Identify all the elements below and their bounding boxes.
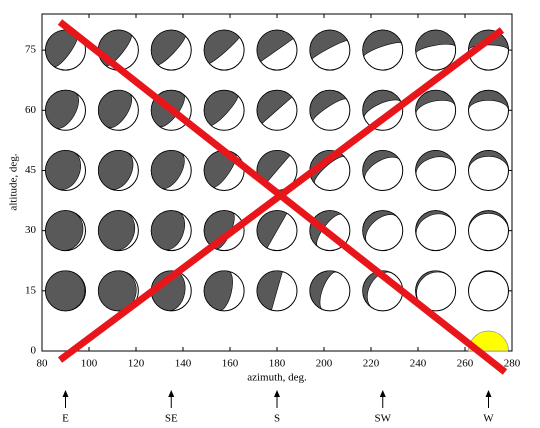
moon (150, 210, 192, 252)
y-tick-label: 15 (25, 284, 37, 296)
red-cross (57, 19, 508, 375)
moon-shadow (98, 89, 133, 129)
y-tick-label: 0 (31, 345, 37, 357)
moon (309, 29, 351, 71)
moon (362, 89, 404, 131)
moon (309, 149, 351, 191)
moon (45, 270, 86, 312)
moon (203, 29, 245, 71)
moon (256, 270, 298, 312)
y-tick-label: 60 (25, 104, 37, 116)
moon (256, 210, 298, 252)
moon-shadow (45, 29, 79, 67)
moon-shadow (468, 210, 509, 231)
moon (97, 89, 139, 131)
x-tick-label: 180 (269, 358, 286, 370)
compass-label: W (483, 413, 494, 425)
y-tick-label: 75 (25, 44, 37, 56)
moon (468, 270, 509, 312)
moon-shadow (45, 150, 81, 190)
moon (256, 29, 298, 71)
moon (362, 29, 404, 71)
moon-shadow (256, 29, 294, 63)
moon-shadow (468, 90, 509, 111)
moon-shadow (98, 210, 136, 251)
moon (97, 210, 139, 252)
moon (256, 89, 298, 131)
x-axis-label: azimuth, deg. (247, 372, 307, 384)
moon (468, 149, 509, 191)
moon (45, 89, 86, 131)
compass-arrowhead (168, 390, 175, 397)
compass-arrowhead (62, 390, 69, 397)
x-tick-label: 280 (504, 358, 521, 370)
moon (97, 270, 139, 312)
moon-shadow (203, 29, 240, 64)
x-tick-label: 80 (37, 358, 49, 370)
moon (203, 270, 245, 312)
x-tick-label: 240 (410, 358, 427, 370)
moon-shadow (45, 210, 84, 251)
moon-shadow (309, 270, 338, 310)
moon-shadow (151, 210, 185, 251)
x-tick-label: 120 (128, 358, 145, 370)
moon-shadow (150, 150, 185, 189)
moon (150, 149, 192, 191)
moon-shadow (415, 210, 455, 239)
moon (309, 89, 351, 131)
moon-shadow (468, 270, 509, 291)
moon-shadow (415, 90, 456, 115)
moon-shadow (203, 89, 239, 126)
moon (203, 89, 245, 131)
moon-shadow (256, 270, 283, 311)
moon-shadow (256, 210, 288, 249)
compass-arrowhead (485, 390, 492, 397)
moon (468, 210, 509, 252)
x-tick-label: 260 (457, 358, 474, 370)
moon-shadow (415, 29, 456, 54)
moon-shadow (45, 270, 86, 312)
moon (45, 29, 86, 71)
moon (45, 149, 86, 191)
moon (415, 210, 457, 252)
y-axis-label: altitude, deg. (8, 153, 20, 210)
compass-arrowhead (379, 390, 386, 397)
moon-shadow (98, 270, 137, 312)
moon (415, 89, 457, 131)
x-tick-label: 100 (81, 358, 98, 370)
moon (309, 270, 351, 312)
x-tick-label: 160 (222, 358, 239, 370)
x-tick-label: 220 (363, 358, 380, 370)
compass-label: S (274, 413, 280, 425)
x-tick-label: 200 (316, 358, 333, 370)
moon (415, 149, 457, 191)
moon (362, 210, 404, 252)
moon-shadow (256, 90, 293, 124)
y-tick-label: 45 (25, 164, 37, 176)
y-tick-label: 30 (25, 224, 37, 236)
moon (415, 29, 457, 71)
moon-shadow (151, 29, 186, 66)
moon-shadow (468, 150, 509, 171)
moon-shadow (151, 270, 186, 311)
compass-label: SW (375, 413, 392, 425)
moon-shadow (203, 270, 233, 311)
moon (256, 149, 298, 191)
compass-arrowhead (274, 390, 280, 397)
compass-label: SE (165, 413, 178, 425)
x-tick-label: 140 (175, 358, 192, 370)
moon (45, 210, 86, 252)
compass-label: E (62, 413, 69, 425)
moon (150, 29, 192, 71)
moon (362, 149, 404, 191)
moon-shadow (98, 150, 134, 190)
moon-shadow (45, 89, 79, 129)
moon (97, 149, 139, 191)
moon-shadow (362, 90, 402, 119)
moon-shadow (203, 150, 237, 188)
moon (150, 270, 192, 312)
moon (468, 89, 509, 131)
